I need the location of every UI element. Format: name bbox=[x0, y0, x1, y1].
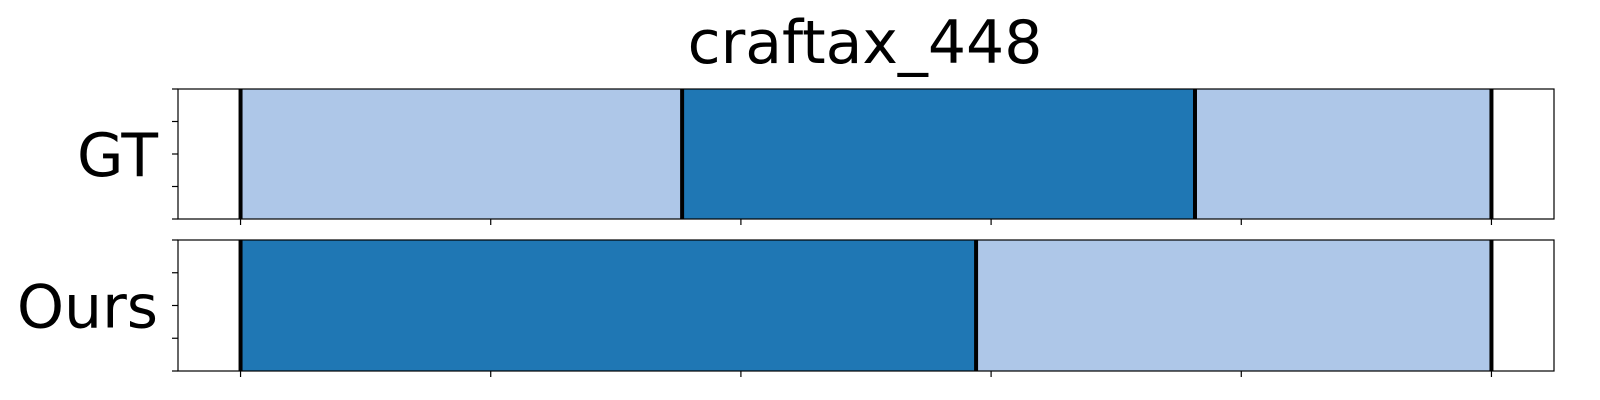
plot-panels: GT Ours bbox=[17, 88, 1555, 377]
row-label-gt: GT bbox=[77, 121, 158, 191]
segment-gt-1 bbox=[682, 89, 1195, 219]
row-label-ours: Ours bbox=[17, 273, 158, 343]
segment-gt-0 bbox=[240, 89, 683, 219]
segment-ours-1 bbox=[976, 240, 1492, 371]
segment-gt-2 bbox=[1194, 89, 1492, 219]
chart-title: craftax_448 bbox=[688, 8, 1043, 78]
segment-ours-0 bbox=[240, 240, 977, 371]
